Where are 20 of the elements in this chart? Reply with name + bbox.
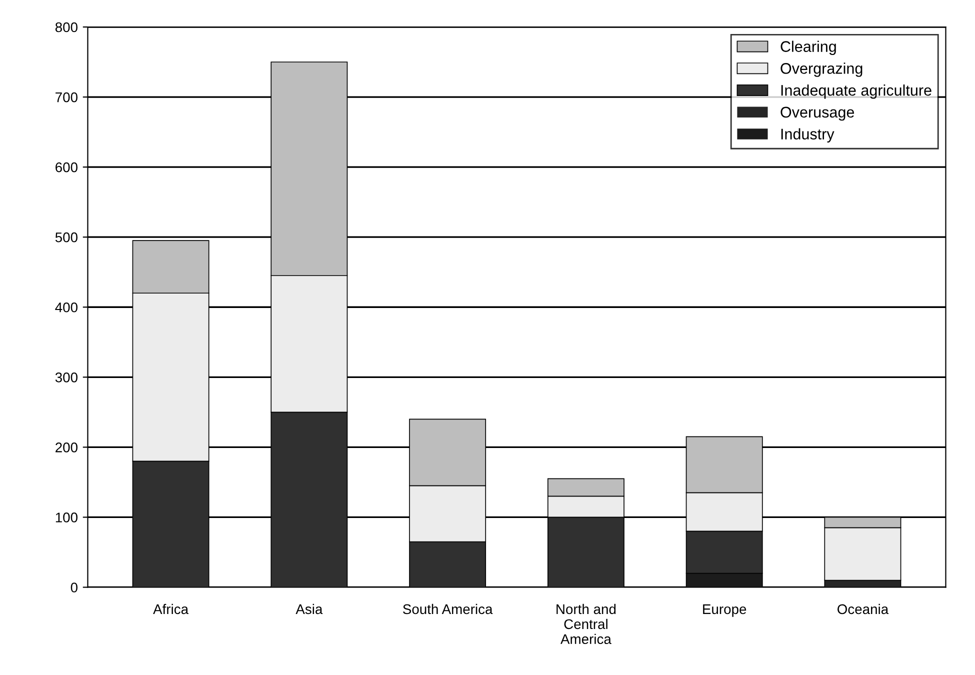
legend-label: Overusage <box>780 106 854 121</box>
y-tick-label: 600 <box>56 162 78 172</box>
y-tick-label: 100 <box>56 512 78 522</box>
x-tick-label: Asia <box>296 604 323 614</box>
y-tick-label: 300 <box>55 372 78 382</box>
legend-label: Overgrazing <box>780 62 862 77</box>
x-tick-label: South America <box>403 604 493 614</box>
x-tick-label: Africa <box>153 604 189 614</box>
x-tick-label: North and Central America <box>556 604 616 644</box>
x-tick-label: Oceania <box>838 604 889 614</box>
x-tick-label: Europe <box>703 604 746 617</box>
y-tick-label: 800 <box>55 22 78 32</box>
y-tick-label: 0 <box>70 582 78 592</box>
legend-label: Clearing <box>780 40 836 55</box>
y-tick-label: 400 <box>55 302 78 312</box>
y-tick-label: 700 <box>56 92 78 102</box>
y-tick-label: 500 <box>55 232 78 242</box>
y-tick-label: 200 <box>56 442 78 452</box>
legend-label: Inadequate agriculture <box>781 84 932 99</box>
legend-label: Industry <box>781 128 834 143</box>
